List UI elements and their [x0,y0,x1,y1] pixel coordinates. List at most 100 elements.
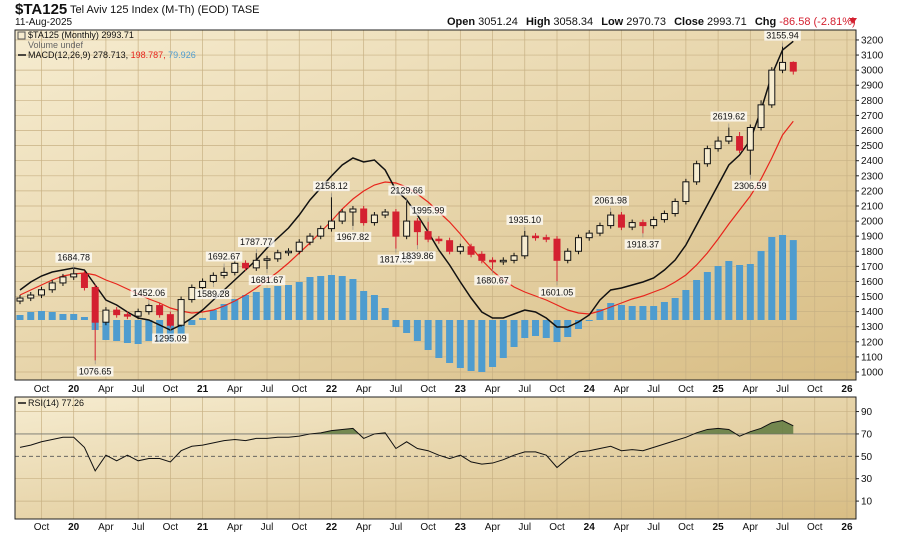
candle-body [37,289,45,296]
macd-histogram-bar [188,320,196,325]
macd-histogram-bar [242,295,250,320]
candle-body [263,258,271,261]
legend-macd-value: 79.926 [168,50,196,60]
macd-histogram-bar [693,280,701,320]
annotation-bg [205,251,243,262]
annotation-bg [377,254,415,265]
x-tick-label: 24 [584,384,596,395]
candle-body [435,238,443,242]
x-tick-label: 21 [197,384,209,395]
candle-body [478,253,486,261]
candle-body [360,208,368,224]
annotation-bg [76,366,114,377]
macd-histogram-bar [489,320,497,367]
x-tick-label: 26 [841,384,853,395]
rsi-panel [15,397,856,519]
macd-histogram-bar [285,285,292,320]
y-tick-label: 1300 [861,322,884,333]
macd-histogram-bar [123,320,131,343]
macd-histogram-bar [789,240,797,320]
annotation: 1995.99 [412,206,445,216]
y-tick-label: 2500 [861,141,884,152]
macd-histogram-bar [510,320,518,347]
annotation: 1967.82 [337,232,370,242]
macd-histogram-bar [59,314,67,320]
candle-body [59,276,67,284]
y-tick-label: 3100 [861,51,884,62]
annotation-bg [238,237,275,248]
x-tick-label: Oct [807,384,823,395]
candle-body [209,274,217,282]
quote-label: Open [447,16,475,28]
annotation: 1076.65 [79,366,112,376]
x-tick-label: Apr [743,384,759,395]
y-tick-label: 1200 [861,337,884,348]
y-tick-label: 2800 [861,96,884,107]
annotation-bg [152,333,189,344]
x-tick-label: Oct [291,384,307,395]
quote: Open 3051.24 High 3058.34 Low 2970.73 Close… [447,16,856,28]
x-tick-label: Oct [291,522,307,533]
candle-body [725,136,733,142]
candle-body [80,273,88,288]
candle-body [714,140,722,150]
candle-body [392,211,400,237]
macd-histogram-bar [585,320,593,321]
y-tick-label: 1600 [861,277,884,288]
chart-subtitle: Tel Aviv 125 Index (M-Th) (EOD) TASE [70,4,260,16]
annotation-bg [334,231,372,242]
y-tick-label: 2700 [861,111,884,122]
y-tick-label: 10 [861,497,873,508]
x-tick-label: 22 [326,384,338,395]
x-tick-label: Jul [261,384,274,395]
macd-histogram-bar [231,299,239,320]
y-tick-label: 2900 [861,81,884,92]
rsi-panel-border [14,396,857,520]
x-tick-label: Oct [163,384,179,395]
macd-histogram-bar [607,303,615,320]
macd-histogram-bar [736,265,744,320]
macd-histogram-bar [650,306,658,320]
annotation: 1680.67 [476,275,509,285]
y-tick-label: 30 [861,474,873,485]
annotation: 2061.98 [594,196,627,206]
candle-body [703,148,711,165]
candle-body [510,255,518,261]
candle-body [338,211,346,222]
annotation: 1295.09 [154,333,187,343]
macd-histogram-bar [370,295,378,320]
candle-body [671,200,679,215]
annotation: 2129.66 [390,186,423,196]
macd-histogram-bar [134,320,142,344]
x-tick-label: 22 [326,522,338,533]
candle-body [27,294,35,299]
x-tick-label: Oct [807,522,823,533]
x-tick-label: Apr [743,522,759,533]
macd-histogram-bar [714,266,722,320]
macd-histogram-bar [327,275,335,320]
macd-histogram-bar [703,272,711,320]
macd-histogram-bar [413,320,421,341]
candle-body [16,297,24,302]
candle-body [156,305,164,316]
candle-body [617,214,625,228]
macd-histogram-bar [499,320,507,358]
macd-histogram-bar [27,312,35,320]
candle-body [736,136,744,151]
candle-body [166,314,174,326]
x-tick-label: 25 [713,384,725,395]
y-tick-label: 1100 [861,352,883,363]
macd-histogram-bar [263,288,271,320]
annotation: 2619.62 [713,112,746,122]
chart-date: 11-Aug-2025 [15,17,73,28]
macd-histogram-bar [628,306,636,320]
candle-body [349,208,357,213]
x-tick-label: Apr [356,384,372,395]
y-tick-label: 2200 [861,186,884,197]
candle-body [628,222,636,228]
macd-histogram-bar [542,320,550,338]
macd-histogram-bar [360,291,368,320]
annotation-bg [409,205,447,216]
legend-macd-value: 198.787, [131,50,166,60]
